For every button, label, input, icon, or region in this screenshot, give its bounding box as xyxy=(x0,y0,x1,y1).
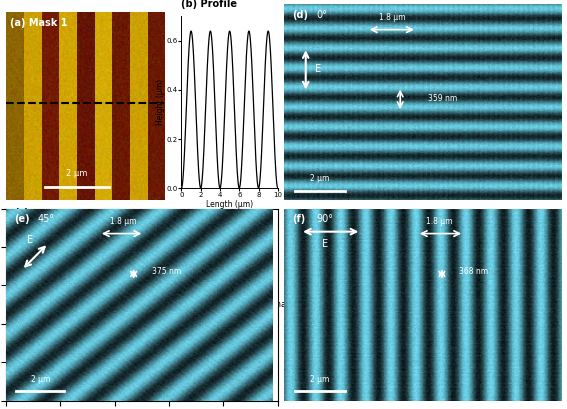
Text: E: E xyxy=(322,239,328,249)
Text: 0°: 0° xyxy=(317,10,328,20)
Text: (f): (f) xyxy=(292,214,305,225)
Polygon shape xyxy=(74,285,231,308)
Text: 2 μm: 2 μm xyxy=(310,375,329,384)
X-axis label: Length (μm): Length (μm) xyxy=(206,200,253,209)
Text: (b) Profile: (b) Profile xyxy=(181,0,238,9)
Text: 1.8 μm: 1.8 μm xyxy=(379,13,405,22)
Polygon shape xyxy=(153,276,168,285)
Polygon shape xyxy=(131,276,146,285)
Polygon shape xyxy=(229,308,256,372)
Polygon shape xyxy=(109,276,124,285)
Polygon shape xyxy=(39,308,256,339)
Polygon shape xyxy=(175,276,189,285)
Text: 368 nm: 368 nm xyxy=(459,267,488,276)
Text: Phase mask: Phase mask xyxy=(245,300,295,309)
Text: (e): (e) xyxy=(14,214,29,225)
Text: 375 nm: 375 nm xyxy=(152,267,181,276)
Y-axis label: Height (μm): Height (μm) xyxy=(155,79,164,125)
Text: 45°: 45° xyxy=(37,214,55,225)
Text: 1.8 μm: 1.8 μm xyxy=(426,217,452,226)
Text: 359 nm: 359 nm xyxy=(428,94,457,103)
Text: 2 μm: 2 μm xyxy=(66,169,88,178)
Text: (c): (c) xyxy=(14,208,28,218)
Text: E: E xyxy=(315,64,321,74)
Polygon shape xyxy=(39,339,272,372)
Text: E: E xyxy=(27,235,33,245)
Text: 1.8 μm: 1.8 μm xyxy=(109,217,136,226)
Text: 2 μm: 2 μm xyxy=(310,174,329,183)
Text: (d): (d) xyxy=(292,10,308,20)
Text: Azopolymer: Azopolymer xyxy=(96,351,160,360)
Polygon shape xyxy=(87,276,102,285)
Text: 2 μm: 2 μm xyxy=(31,375,50,384)
Text: One beam irradiation: One beam irradiation xyxy=(90,222,194,232)
Text: 90°: 90° xyxy=(317,214,334,225)
Text: (a) Mask 1: (a) Mask 1 xyxy=(10,18,68,28)
